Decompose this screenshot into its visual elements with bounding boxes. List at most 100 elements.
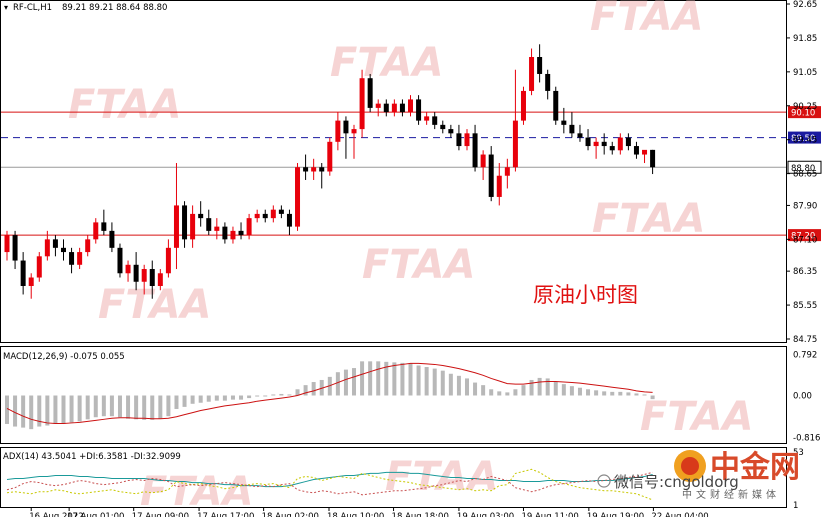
macd-histogram-bar — [577, 387, 582, 396]
macd-histogram-bar — [392, 362, 397, 396]
macd-histogram-bar — [37, 395, 42, 427]
ohlc-label: 89.21 89.21 88.64 88.80 — [62, 3, 167, 13]
watermark-text: FTAA — [362, 242, 475, 288]
price-level-label: 90.10 — [791, 109, 815, 119]
candle-bullish — [254, 213, 260, 219]
time-tick-label: 19 Aug 11:00 — [521, 512, 578, 517]
candle-bearish — [488, 154, 494, 197]
candle-bullish — [157, 273, 163, 286]
time-tick-label: 19 Aug 19:00 — [587, 512, 644, 517]
price-axis: 92.65 91.85 91.05 90.25 89.45 88.65 87.90 87.10… — [786, 0, 817, 345]
adx-tick-label: 53 — [793, 448, 804, 458]
macd-histogram-bar — [650, 395, 655, 400]
macd-histogram-bar — [134, 395, 139, 420]
macd-histogram-bar — [303, 385, 308, 396]
macd-histogram-bar — [529, 379, 534, 396]
candle-bearish — [52, 239, 58, 248]
price-tick-label: 86.35 — [793, 267, 817, 277]
candle-bearish — [569, 124, 575, 134]
macd-histogram-bar — [174, 395, 179, 409]
macd-histogram-bar — [5, 395, 9, 424]
macd-panel-frame — [0, 346, 787, 444]
candle-bearish — [278, 209, 284, 214]
wechat-icon — [597, 474, 611, 488]
current-price-label: 88.80 — [791, 164, 815, 174]
candle-bearish — [69, 252, 75, 265]
candle-bearish — [60, 247, 66, 253]
macd-histogram-bar — [21, 395, 26, 428]
candle-bullish — [230, 230, 236, 240]
macd-histogram-bar — [400, 362, 405, 396]
watermark-text: FTAA — [385, 454, 498, 500]
watermark-text: FTAA — [590, 0, 703, 40]
minus-di-line — [6, 471, 653, 496]
price-level-label: 87.20 — [791, 232, 815, 242]
macd-histogram-bar — [166, 395, 171, 417]
candle-bearish — [149, 269, 155, 286]
candle-bearish — [650, 149, 656, 168]
macd-histogram-bar — [263, 395, 268, 397]
price-level-label: 89.50 — [791, 134, 815, 144]
candle-bullish — [295, 167, 301, 227]
macd-histogram-bar — [93, 395, 98, 418]
macd-signal-line — [6, 362, 653, 424]
macd-histogram-bar — [287, 394, 292, 396]
price-tick-label: 91.05 — [793, 68, 817, 78]
candle-bullish — [214, 226, 220, 231]
macd-histogram-bar — [126, 395, 131, 419]
candle-bearish — [399, 103, 405, 113]
macd-histogram-bar — [352, 368, 357, 396]
candle-bullish — [480, 154, 486, 168]
logo-sub-text: 中文财经新媒体 — [682, 488, 780, 501]
watermark-text: FTAA — [98, 282, 211, 328]
macd-histogram-bar — [85, 395, 90, 420]
macd-histogram-bar — [610, 391, 615, 396]
candle-bearish — [625, 137, 631, 147]
candle-bearish — [448, 129, 454, 134]
macd-histogram-bar — [456, 375, 461, 396]
candle-bullish — [270, 209, 276, 219]
candle-bullish — [375, 103, 381, 108]
price-level-tag — [788, 131, 821, 144]
price-levels: 90.10 89.50 87.20 88.80 — [1, 106, 822, 242]
time-tick-label: 17 Aug 01:00 — [67, 512, 124, 517]
macd-histogram-bar — [150, 395, 155, 420]
adx-panel-frame — [0, 447, 787, 508]
macd-tick-label: 0.00 — [793, 392, 812, 402]
candle-bullish — [617, 137, 623, 151]
candle-bullish — [327, 141, 333, 172]
candle-bullish — [165, 247, 171, 274]
logo-mark-inner-icon — [681, 457, 699, 475]
adx-line — [6, 471, 653, 488]
price-level-tag — [788, 106, 821, 119]
candle-bullish — [504, 167, 510, 176]
macd-histogram-bar — [376, 361, 381, 396]
macd-histogram-bar — [158, 395, 163, 419]
macd-histogram-bar — [142, 395, 147, 420]
macd-histogram-bar — [408, 363, 413, 396]
symbol-icon: ▾ — [4, 3, 8, 12]
candle-bearish — [416, 99, 422, 121]
macd-histogram-bar — [537, 377, 542, 396]
time-tick-label: 18 Aug 02:00 — [262, 512, 319, 517]
candle-bearish — [440, 124, 446, 130]
price-level-tag — [788, 229, 821, 242]
candle-bearish — [585, 137, 591, 147]
candle-bullish — [359, 78, 365, 130]
macd-histogram-bar — [190, 395, 195, 404]
candle-bearish — [601, 141, 607, 147]
candle-bullish — [125, 264, 131, 274]
price-tick-label: 87.90 — [793, 201, 817, 211]
macd-tick-label: 0.792 — [793, 351, 817, 361]
macd-histogram-bar — [513, 389, 518, 396]
macd-histogram-bar — [109, 395, 114, 417]
macd-histogram-bar — [416, 365, 421, 396]
candle-bearish — [537, 57, 543, 74]
candle-bullish — [93, 222, 99, 240]
candle-bearish — [577, 133, 583, 138]
macd-histogram-bar — [279, 393, 284, 396]
brand-logo: 中金网 中文财经新媒体 微信号:cngoldorg — [597, 450, 800, 501]
candle-bearish — [206, 218, 212, 231]
macd-histogram-bar — [295, 389, 300, 396]
macd-histogram-bar — [198, 395, 203, 403]
